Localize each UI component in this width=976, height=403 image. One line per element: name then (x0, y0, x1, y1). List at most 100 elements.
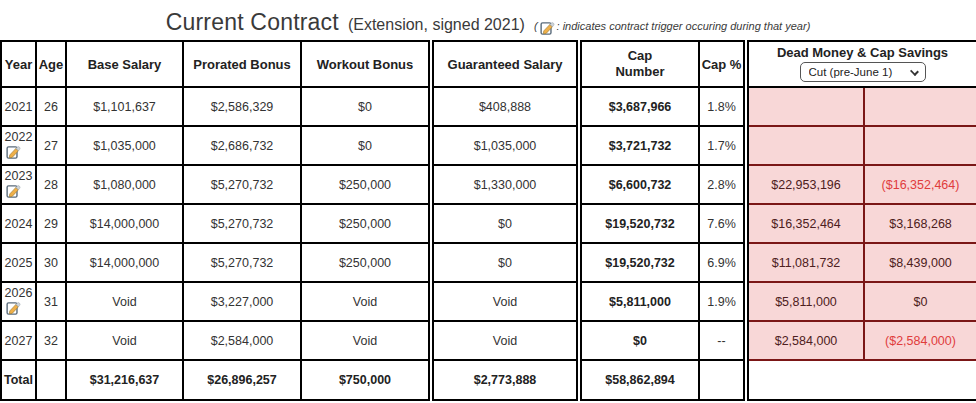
dead-money-cell: $22,953,196 (746, 165, 864, 204)
cap-number-cell: $0 (579, 321, 699, 360)
memo-pencil-icon (540, 21, 555, 36)
cap-number-cell: $3,721,732 (579, 126, 699, 165)
page-title: Current Contract (Extension, signed 2021… (0, 0, 976, 40)
age-cell: 31 (36, 282, 66, 321)
base-salary-cell: Void (66, 282, 183, 321)
contract-trigger-icon (6, 145, 21, 160)
prorated-bonus-cell: $2,586,329 (183, 87, 301, 126)
base-salary-cell: $14,000,000 (66, 204, 183, 243)
base-salary-cell: $1,101,637 (66, 87, 183, 126)
year-cell: 2026 (1, 282, 36, 321)
guaranteed-salary-cell: $1,035,000 (431, 126, 579, 165)
year-cell: 2022 (1, 126, 36, 165)
base-salary-cell: $1,080,000 (66, 165, 183, 204)
cap-number-cell: $5,811,000 (579, 282, 699, 321)
col-header-year: Year (1, 41, 36, 87)
cap-pct-cell: 1.7% (699, 126, 746, 165)
cap-pct-cell: 6.9% (699, 243, 746, 282)
cap-pct-cell: 1.8% (699, 87, 746, 126)
age-cell: 29 (36, 204, 66, 243)
col-header-cap-number: Cap Number (579, 41, 699, 87)
age-cell: 27 (36, 126, 66, 165)
workout-bonus-cell: $250,000 (301, 165, 431, 204)
col-header-dead-money: Dead Money & Cap Savings Cut (pre-June 1… (746, 41, 976, 87)
workout-bonus-cell: $0 (301, 87, 431, 126)
dead-money-cell: $11,081,732 (746, 243, 864, 282)
table-row-2024: 2024 29 $14,000,000 $5,270,732 $250,000 … (1, 204, 976, 243)
table-row-2025: 2025 30 $14,000,000 $5,270,732 $250,000 … (1, 243, 976, 282)
workout-bonus-cell: $250,000 (301, 243, 431, 282)
dead-money-cell: $5,811,000 (746, 282, 864, 321)
total-cap-pct-empty (699, 360, 746, 400)
cap-pct-cell: 2.8% (699, 165, 746, 204)
trigger-legend-text: : indicates contract trigger occuring du… (557, 20, 811, 32)
year-cell: 2023 (1, 165, 36, 204)
cap-savings-cell: $0 (864, 282, 976, 321)
total-base-salary: $31,216,637 (66, 360, 183, 400)
col-header-base-salary: Base Salary (66, 41, 183, 87)
dead-money-mode-select[interactable]: Cut (pre-June 1) (800, 62, 926, 82)
table-row-2022: 2022 27 $1,035,000 $2,686,732 $0 $1,035,… (1, 126, 976, 165)
guaranteed-salary-cell: Void (431, 282, 579, 321)
dead-money-cell (746, 126, 864, 165)
cap-savings-cell: ($16,352,464) (864, 165, 976, 204)
col-header-cap-pct: Cap % (699, 41, 746, 87)
workout-bonus-cell: Void (301, 282, 431, 321)
guaranteed-salary-cell: Void (431, 321, 579, 360)
total-dead-money-empty (746, 360, 976, 400)
cap-number-cell: $19,520,732 (579, 204, 699, 243)
cap-pct-cell: 7.6% (699, 204, 746, 243)
base-salary-cell: Void (66, 321, 183, 360)
base-salary-cell: $1,035,000 (66, 126, 183, 165)
contract-trigger-icon (6, 301, 21, 316)
year-cell: 2027 (1, 321, 36, 360)
dead-money-mode-select-wrap: Cut (pre-June 1) (800, 62, 926, 82)
total-label: Total (1, 360, 36, 400)
year-cell: 2021 (1, 87, 36, 126)
guaranteed-salary-cell: $408,888 (431, 87, 579, 126)
col-header-age: Age (36, 41, 66, 87)
workout-bonus-cell: $250,000 (301, 204, 431, 243)
age-cell: 32 (36, 321, 66, 360)
total-age-empty (36, 360, 66, 400)
table-row-2027: 2027 32 Void $2,584,000 Void Void $0 -- … (1, 321, 976, 360)
dead-money-label: Dead Money & Cap Savings (749, 45, 976, 60)
table-row-2021: 2021 26 $1,101,637 $2,586,329 $0 $408,88… (1, 87, 976, 126)
cap-pct-cell: 1.9% (699, 282, 746, 321)
table-row-2026: 2026 31 Void $3,227,000 Void Void $5,811… (1, 282, 976, 321)
age-cell: 30 (36, 243, 66, 282)
total-cap-number: $58,862,894 (579, 360, 699, 400)
prorated-bonus-cell: $3,227,000 (183, 282, 301, 321)
table-row-2023: 2023 28 $1,080,000 $5,270,732 $250,000 $… (1, 165, 976, 204)
contract-trigger-icon (6, 184, 21, 199)
cap-savings-cell: $3,168,268 (864, 204, 976, 243)
guaranteed-salary-cell: $1,330,000 (431, 165, 579, 204)
total-prorated-bonus: $26,896,257 (183, 360, 301, 400)
age-cell: 28 (36, 165, 66, 204)
col-header-prorated-bonus: Prorated Bonus (183, 41, 301, 87)
age-cell: 26 (36, 87, 66, 126)
guaranteed-salary-cell: $0 (431, 243, 579, 282)
col-header-workout-bonus: Workout Bonus (301, 41, 431, 87)
page-title-main: Current Contract (166, 9, 339, 36)
col-header-guaranteed-salary: Guaranteed Salary (431, 41, 579, 87)
dead-money-cell (746, 87, 864, 126)
year-label: 2023 (5, 170, 33, 184)
cap-pct-cell: -- (699, 321, 746, 360)
cap-savings-cell (864, 87, 976, 126)
prorated-bonus-cell: $5,270,732 (183, 243, 301, 282)
cap-number-cell: $3,687,966 (579, 87, 699, 126)
contract-table: Year Age Base Salary Prorated Bonus Work… (0, 40, 976, 401)
cap-savings-cell (864, 126, 976, 165)
prorated-bonus-cell: $2,686,732 (183, 126, 301, 165)
cap-number-cell: $6,600,732 (579, 165, 699, 204)
cap-savings-cell: ($2,584,000) (864, 321, 976, 360)
workout-bonus-cell: Void (301, 321, 431, 360)
prorated-bonus-cell: $5,270,732 (183, 165, 301, 204)
trigger-legend: (: indicates contract trigger occuring d… (534, 19, 810, 34)
dead-money-cell: $2,584,000 (746, 321, 864, 360)
table-row-total: Total $31,216,637 $26,896,257 $750,000 $… (1, 360, 976, 400)
dead-money-cell: $16,352,464 (746, 204, 864, 243)
base-salary-cell: $14,000,000 (66, 243, 183, 282)
total-workout-bonus: $750,000 (301, 360, 431, 400)
